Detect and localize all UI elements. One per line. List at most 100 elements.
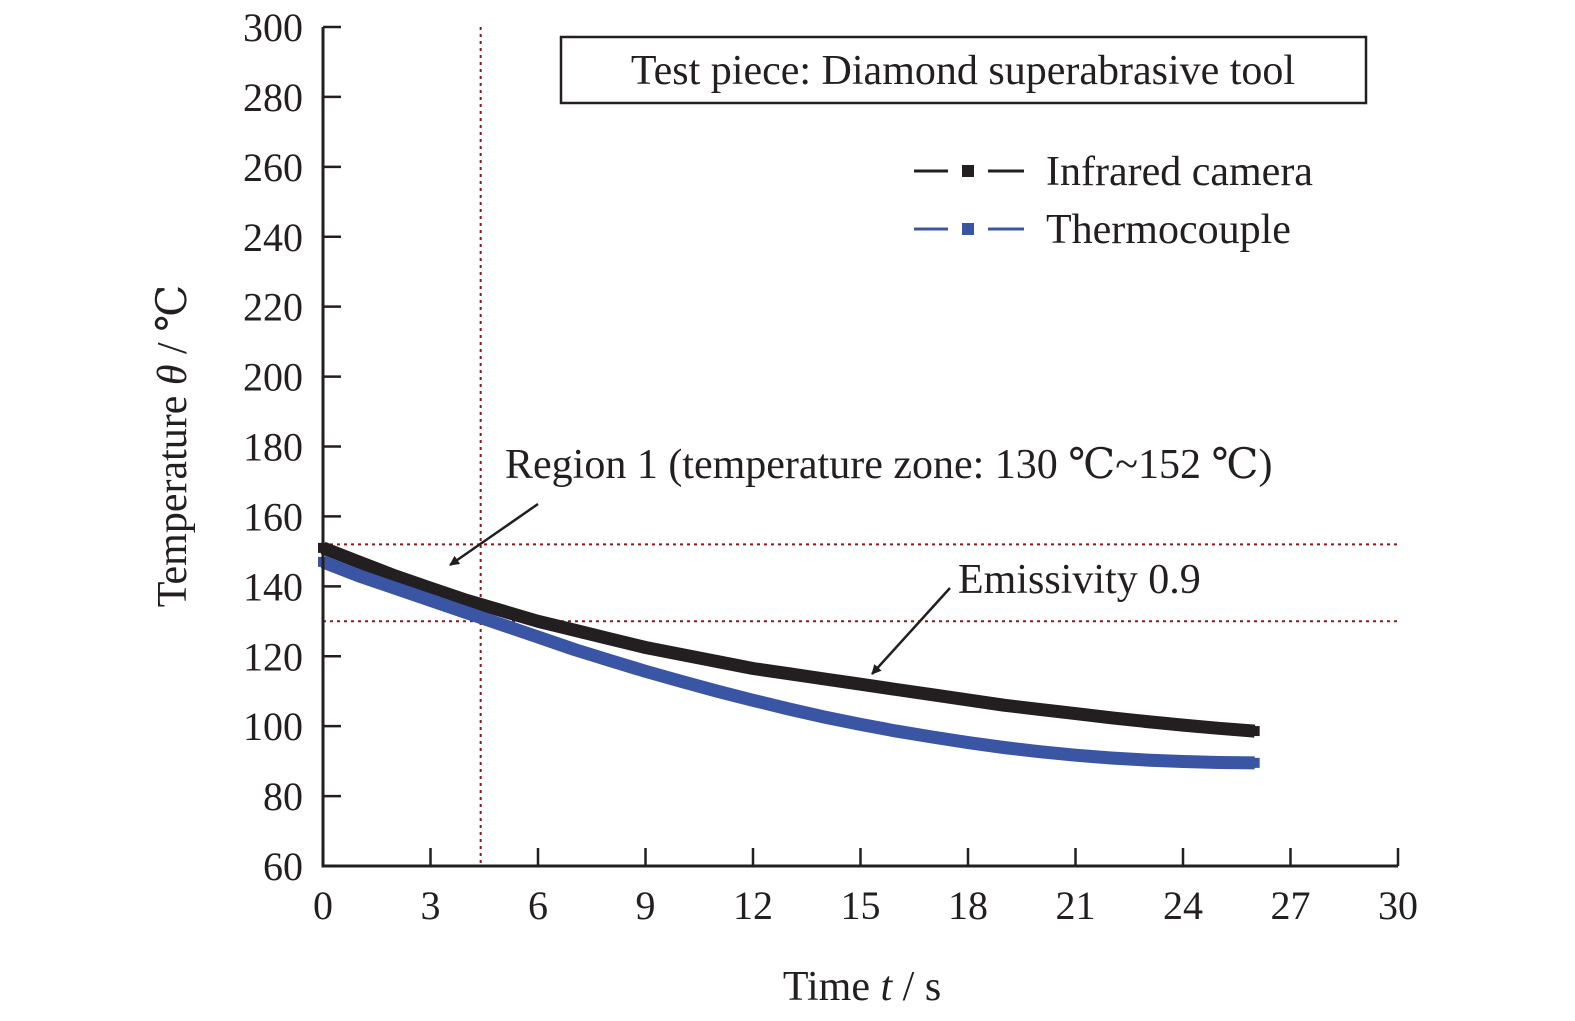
test-piece-note: Test piece: Diamond superabrasive tool	[559, 35, 1368, 105]
legend: Infrared camera Thermocouple	[914, 149, 1313, 253]
data-point	[425, 595, 436, 606]
data-point	[927, 732, 938, 743]
data-point	[712, 686, 723, 697]
data-point	[1249, 757, 1260, 768]
y-tick-label: 180	[243, 425, 303, 470]
y-tick-label: 220	[243, 285, 303, 330]
x-tick-label: 30	[1378, 883, 1418, 928]
x-axis-title-variable: t	[880, 964, 893, 1010]
data-point	[1249, 726, 1260, 737]
data-point	[461, 595, 472, 606]
data-point	[1178, 720, 1188, 731]
y-tick-label: 80	[263, 774, 303, 819]
data-point	[748, 695, 758, 706]
data-point	[963, 737, 973, 748]
x-tick-label: 9	[636, 883, 656, 928]
data-point	[855, 719, 866, 730]
data-point	[1034, 704, 1045, 715]
x-tick-label: 3	[421, 883, 441, 928]
y-tick-label: 120	[243, 634, 303, 679]
data-point	[533, 616, 543, 627]
data-point	[1106, 752, 1117, 763]
data-point	[640, 666, 651, 677]
y-axis-title-prefix: Temperature	[150, 385, 196, 607]
y-tick-label: 260	[243, 145, 303, 190]
data-point	[748, 663, 758, 674]
data-point	[1142, 716, 1153, 727]
y-ticks: 60 80 100 120 140 160 180 200 220 240 260 280 300	[243, 5, 341, 889]
data-point	[497, 605, 508, 616]
data-point	[676, 676, 687, 687]
legend-marker	[962, 165, 974, 177]
data-point	[1070, 708, 1081, 719]
x-axis-title-prefix: Time	[783, 964, 881, 1010]
data-point	[783, 704, 794, 715]
y-tick-label: 140	[243, 564, 303, 609]
emissivity-annotation-text: Emissivity 0.9	[958, 557, 1201, 603]
data-point	[1178, 756, 1188, 767]
data-point	[1213, 723, 1224, 734]
data-point	[712, 656, 723, 667]
data-point	[998, 742, 1009, 753]
x-tick-label: 12	[733, 883, 773, 928]
data-point	[568, 644, 579, 655]
y-tick-label: 160	[243, 494, 303, 539]
axes: 0 3 6 9 12 15 18 21 24 27 30 60 80 100 120 140 160 180 20…	[243, 5, 1418, 928]
y-tick-label: 280	[243, 75, 303, 120]
data-point	[819, 673, 830, 684]
data-point	[1106, 712, 1117, 723]
y-tick-label: 300	[243, 5, 303, 50]
data-point	[676, 649, 687, 660]
data-point	[855, 679, 866, 690]
emissivity-annotation-arrow	[871, 587, 951, 675]
data-point	[927, 689, 938, 700]
data-point	[1070, 750, 1081, 761]
data-point	[998, 700, 1009, 711]
data-point	[604, 633, 615, 644]
x-tick-label: 0	[313, 883, 333, 928]
data-point	[568, 625, 579, 636]
data-point	[783, 668, 794, 679]
data-point	[891, 726, 902, 737]
x-ticks: 0 3 6 9 12 15 18 21 24 27 30	[313, 848, 1418, 928]
region-annotation-text: Region 1 (temperature zone: 130 ℃~152 ℃)	[505, 442, 1272, 488]
data-point	[1034, 746, 1045, 757]
x-tick-label: 21	[1056, 883, 1096, 928]
x-axis-title-unit: / s	[892, 964, 941, 1010]
data-point	[425, 583, 436, 594]
data-point	[533, 632, 543, 643]
data-point	[1213, 757, 1224, 768]
data-point	[353, 570, 364, 581]
legend-marker	[962, 223, 974, 235]
x-tick-label: 27	[1271, 883, 1311, 928]
y-tick-label: 100	[243, 704, 303, 749]
data-point	[891, 684, 902, 695]
x-tick-label: 24	[1163, 883, 1203, 928]
y-axis-title-variable: θ	[150, 364, 196, 385]
y-tick-label: 240	[243, 215, 303, 260]
data-point	[389, 583, 400, 594]
data-point	[461, 607, 472, 618]
data-point	[353, 556, 364, 567]
data-point	[497, 619, 508, 630]
data-point	[1142, 755, 1153, 766]
y-tick-label: 60	[263, 844, 303, 889]
data-point	[963, 694, 973, 705]
y-axis-title: Temperature θ / ℃	[150, 285, 196, 607]
legend-label: Thermocouple	[1046, 207, 1291, 253]
x-axis-title: Time t / s	[783, 964, 941, 1010]
x-tick-label: 18	[948, 883, 988, 928]
region-annotation: Region 1 (temperature zone: 130 ℃~152 ℃)	[449, 442, 1272, 567]
data-point	[389, 570, 400, 581]
x-tick-label: 15	[841, 883, 881, 928]
y-tick-label: 200	[243, 355, 303, 400]
y-axis-title-unit: / ℃	[150, 285, 196, 365]
data-point	[640, 642, 651, 653]
data-point	[604, 655, 615, 666]
test-piece-note-text: Test piece: Diamond superabrasive tool	[631, 48, 1295, 94]
legend-label: Infrared camera	[1046, 149, 1313, 195]
test-piece-note-box	[559, 35, 1368, 105]
x-tick-label: 6	[528, 883, 548, 928]
data-point	[819, 712, 830, 723]
